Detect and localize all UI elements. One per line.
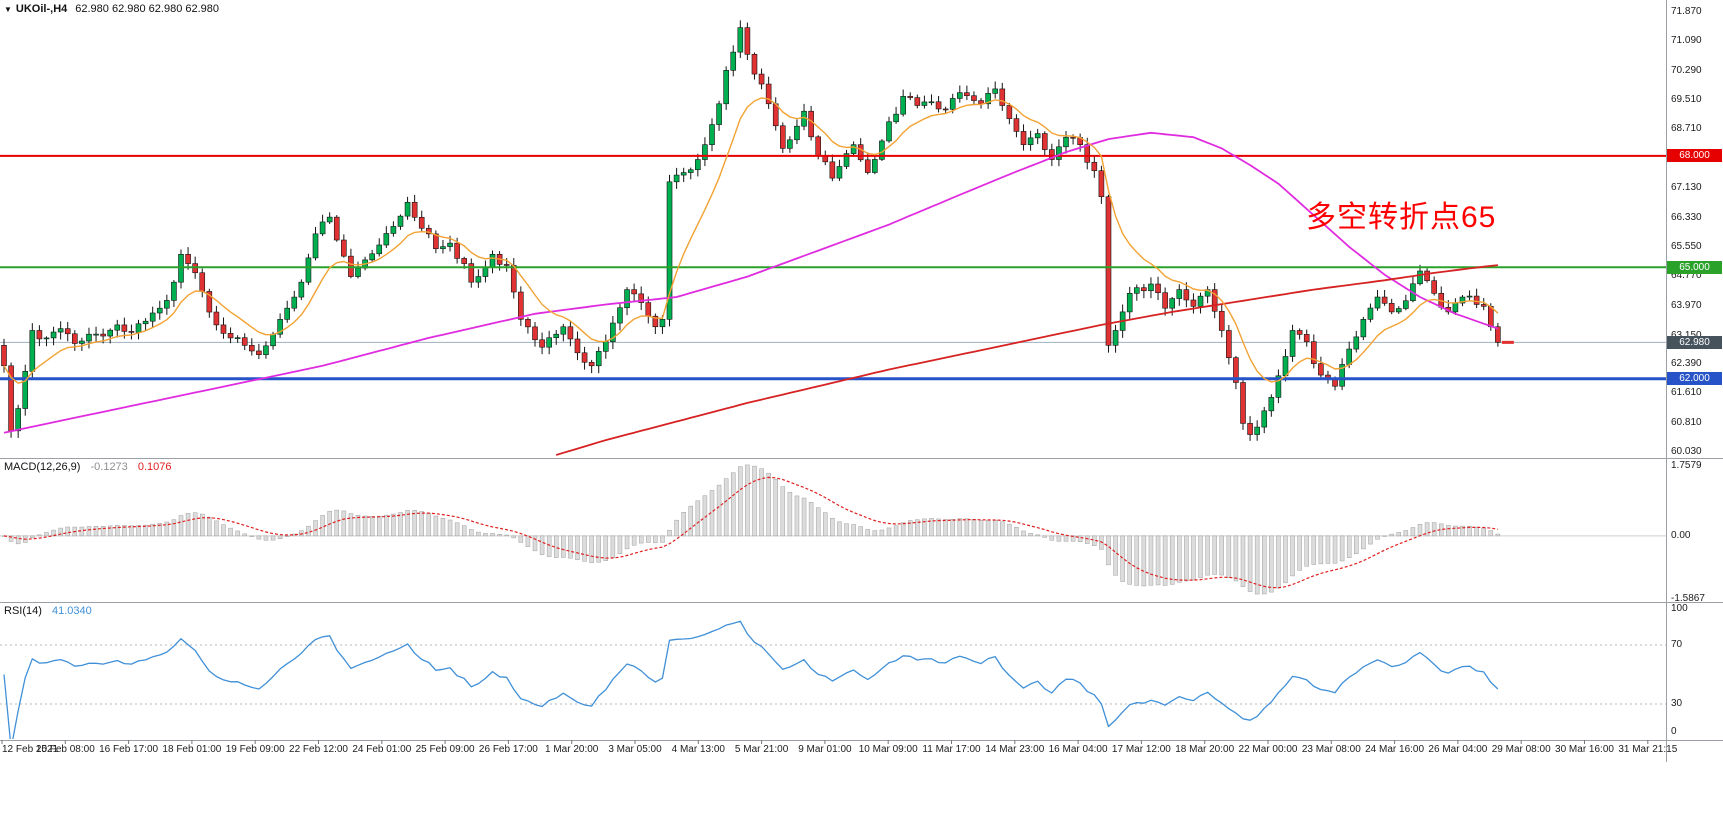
price-axis-label: 71.870 <box>1671 6 1702 17</box>
time-axis-label: 15 Feb 08:00 <box>35 744 95 755</box>
rsi-axis-label: 0 <box>1671 726 1677 737</box>
rsi-indicator-label: RSI(14) 41.0340 <box>4 605 92 617</box>
price-tag-62.980: 62.980 <box>1667 335 1722 349</box>
price-axis-label: 60.810 <box>1671 417 1702 428</box>
macd-main-value: -0.1273 <box>90 461 128 473</box>
time-axis-label: 12 Feb 2021 <box>2 744 59 755</box>
time-axis-label: 29 Mar 08:00 <box>1491 744 1551 755</box>
time-axis-label: 22 Mar 00:00 <box>1238 744 1298 755</box>
price-axis-label: 71.090 <box>1671 34 1702 46</box>
macd-signal-value: 0.1076 <box>137 461 172 473</box>
time-axis-label: 3 Mar 05:00 <box>608 744 662 755</box>
time-axis-label: 16 Feb 17:00 <box>99 744 159 755</box>
price-axis-label: 62.390 <box>1671 358 1702 370</box>
time-axis-label: 14 Mar 23:00 <box>985 744 1045 755</box>
price-axis-label: 66.330 <box>1671 211 1702 223</box>
quote-ohlc-values: 62.980 62.980 62.980 62.980 <box>75 3 220 15</box>
rsi-name: RSI(14) <box>4 605 42 617</box>
price-axis-label: 61.610 <box>1671 387 1702 399</box>
macd-name: MACD(12,26,9) <box>4 461 81 473</box>
time-axis-label: 19 Feb 09:00 <box>225 744 285 755</box>
price-axis-label: 68.710 <box>1671 123 1702 135</box>
rsi-axis-label: 30 <box>1671 698 1683 709</box>
macd-axis-label: 0.00 <box>1671 530 1691 541</box>
price-axis-label: 60.030 <box>1671 446 1702 457</box>
price-tag-62.000: 62.000 <box>1667 372 1722 386</box>
time-axis-label: 9 Mar 01:00 <box>798 744 852 755</box>
time-axis-label: 23 Mar 08:00 <box>1301 744 1361 755</box>
rsi-axis-label: 100 <box>1671 603 1688 614</box>
time-axis-label: 26 Feb 17:00 <box>478 744 538 755</box>
macd-axis-label: -1.5867 <box>1671 593 1705 604</box>
time-axis-label: 16 Mar 04:00 <box>1048 744 1108 755</box>
price-axis-label: 63.150 <box>1671 330 1702 341</box>
time-axis-label: 17 Mar 12:00 <box>1111 744 1171 755</box>
collapse-triangle-icon[interactable]: ▼ <box>4 5 12 14</box>
symbol-period-label: UKOil-,H4 <box>15 3 68 15</box>
time-axis-label: 24 Feb 01:00 <box>352 744 412 755</box>
time-axis-label: 22 Feb 12:00 <box>289 744 348 755</box>
moving-averages-group <box>3 97 1499 456</box>
price-axis-label: 70.290 <box>1671 64 1702 76</box>
time-axis-label: 31 Mar 21:15 <box>1618 744 1678 755</box>
price-axis-label: 65.550 <box>1671 240 1702 252</box>
time-axis-label: 5 Mar 21:00 <box>734 744 789 755</box>
time-axis-label: 26 Mar 04:00 <box>1428 744 1488 755</box>
price-tag-68.000: 68.000 <box>1667 149 1722 163</box>
time-axis-label: 24 Mar 16:00 <box>1365 744 1425 755</box>
time-axis-label: 4 Mar 13:00 <box>671 744 725 755</box>
time-axis-label: 18 Feb 01:00 <box>162 744 222 755</box>
price-axis[interactable] <box>1666 0 1723 740</box>
rsi-value: 41.0340 <box>51 605 92 617</box>
time-axis-label: 30 Mar 16:00 <box>1555 744 1614 755</box>
time-axis-label: 18 Mar 20:00 <box>1175 744 1235 755</box>
rsi-group <box>0 620 1666 739</box>
macd-axis-label: 1.7579 <box>1671 460 1702 471</box>
time-axis-label: 25 Feb 09:00 <box>415 744 475 755</box>
price-axis-label: 63.970 <box>1671 299 1702 311</box>
time-axis-label: 11 Mar 17:00 <box>922 744 981 755</box>
time-axis-label: 1 Mar 20:00 <box>545 744 599 755</box>
macd-indicator-label: MACD(12,26,9) -0.1273 0.1076 <box>4 461 172 473</box>
macd-group <box>0 464 1666 595</box>
chart-text-annotation[interactable]: 多空转折点65 <box>1306 201 1497 234</box>
price-tag-65.000: 65.000 <box>1667 260 1722 274</box>
rsi-axis-label: 70 <box>1671 639 1683 650</box>
price-axis-label: 69.510 <box>1671 93 1702 105</box>
chart-quote-label: ▼ UKOil-,H4 62.980 62.980 62.980 62.980 <box>4 3 219 15</box>
time-axis-label: 10 Mar 09:00 <box>858 744 918 755</box>
price-axis-label: 67.130 <box>1671 182 1702 194</box>
price-axis-label: 64.770 <box>1671 269 1702 281</box>
